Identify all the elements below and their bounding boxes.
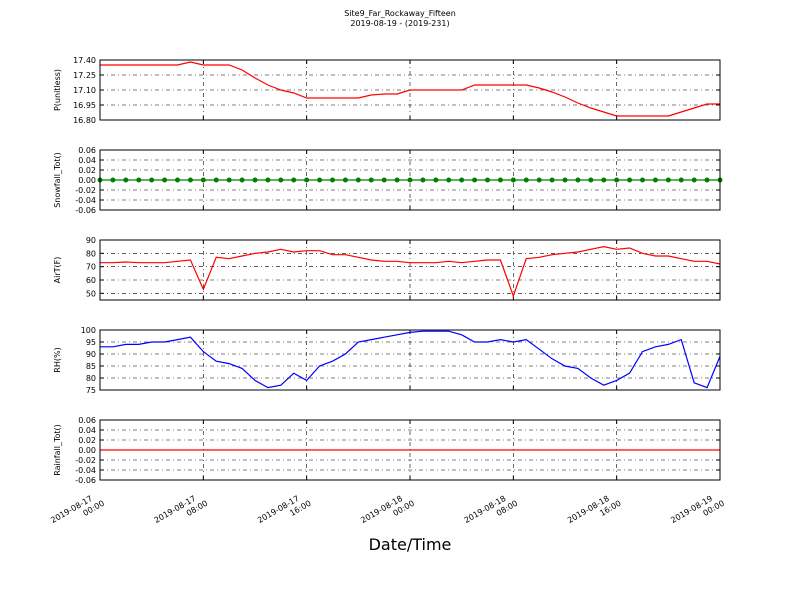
data-point — [265, 177, 271, 183]
data-point — [278, 177, 284, 183]
y-tick-label: 0.00 — [78, 446, 96, 455]
data-line — [100, 330, 721, 389]
y-tick-label: 95 — [86, 338, 96, 347]
y-tick-label: 17.10 — [73, 86, 96, 95]
data-point — [510, 177, 516, 183]
data-point — [691, 177, 697, 183]
data-point — [485, 177, 490, 183]
data-point — [317, 177, 323, 183]
data-point — [678, 177, 684, 183]
data-point — [252, 177, 258, 183]
y-tick-label: 80 — [86, 374, 96, 383]
data-point — [355, 177, 361, 183]
y-tick-label: 0.06 — [78, 146, 96, 155]
data-point — [226, 177, 232, 183]
data-point — [187, 177, 193, 183]
chart-subtitle: 2019-08-19 - (2019-231) — [350, 19, 449, 28]
data-point — [239, 177, 245, 183]
y-tick-label: 17.40 — [73, 56, 96, 65]
data-point — [459, 177, 465, 183]
y-axis-label: P(unitless) — [53, 69, 62, 111]
y-tick-label: 0.04 — [78, 426, 96, 435]
y-axis-label: Rainfall_Tot() — [53, 424, 62, 476]
y-tick-label: -0.02 — [75, 186, 96, 195]
y-axis-label: RH(%) — [53, 347, 62, 372]
chart-title: Site9_Far_Rockaway_Fifteen — [344, 9, 456, 18]
data-point — [394, 177, 400, 183]
data-point — [627, 177, 633, 183]
y-tick-label: 0.04 — [78, 156, 96, 165]
data-point — [536, 177, 542, 183]
y-tick-label: 60 — [86, 276, 96, 285]
x-axis-label: Date/Time — [369, 535, 452, 554]
y-tick-label: 75 — [86, 386, 96, 395]
y-tick-label: 0.02 — [78, 166, 96, 175]
data-point — [665, 177, 671, 183]
y-tick-label: 0.02 — [78, 436, 96, 445]
data-point — [304, 177, 310, 183]
y-tick-label: 50 — [86, 289, 96, 298]
data-point — [575, 177, 581, 183]
data-point — [652, 177, 658, 183]
y-tick-label: -0.04 — [75, 466, 96, 475]
data-point — [162, 177, 168, 183]
data-point — [472, 177, 478, 183]
data-point — [407, 177, 413, 183]
data-point — [614, 177, 620, 183]
y-tick-label: 0.06 — [78, 416, 96, 425]
y-tick-label: 100 — [81, 326, 96, 335]
data-point — [601, 177, 607, 183]
data-point — [330, 177, 335, 183]
plot-frame — [99, 149, 721, 211]
y-tick-label: 17.25 — [73, 71, 96, 80]
data-point — [549, 177, 555, 183]
data-line — [100, 246, 721, 298]
data-point — [342, 177, 348, 183]
y-axis-label: Snowfall_Tot() — [53, 152, 62, 208]
data-point — [381, 177, 387, 183]
y-axis-label: AirT(F) — [53, 257, 62, 284]
data-point — [704, 177, 710, 183]
data-point — [420, 177, 426, 183]
data-point — [562, 177, 568, 183]
data-point — [149, 177, 155, 183]
data-point — [200, 177, 206, 183]
data-point — [640, 177, 645, 183]
data-point — [497, 177, 503, 183]
data-point — [291, 177, 297, 183]
y-tick-label: 70 — [86, 263, 96, 272]
y-tick-label: 16.95 — [73, 101, 96, 110]
data-point — [446, 177, 452, 183]
data-point — [136, 177, 142, 183]
data-point — [588, 177, 594, 183]
plot-frame — [99, 329, 721, 391]
y-tick-label: -0.02 — [75, 456, 96, 465]
data-point — [213, 177, 219, 183]
y-tick-label: -0.06 — [75, 206, 96, 215]
y-tick-label: 16.80 — [73, 116, 96, 125]
plot-frame — [99, 419, 721, 481]
plot-frame — [99, 239, 721, 301]
y-tick-label: 90 — [86, 236, 96, 245]
data-point — [433, 177, 439, 183]
y-tick-label: 80 — [86, 249, 96, 258]
data-line — [100, 61, 720, 117]
data-point — [175, 177, 180, 183]
data-point — [110, 177, 116, 183]
y-tick-label: 90 — [86, 350, 96, 359]
y-tick-label: -0.04 — [75, 196, 96, 205]
plot-frame — [99, 59, 721, 121]
y-tick-label: -0.06 — [75, 476, 96, 485]
data-point — [523, 177, 529, 183]
data-point — [368, 177, 374, 183]
y-tick-label: 85 — [86, 362, 96, 371]
y-tick-label: 0.00 — [78, 176, 96, 185]
data-point — [123, 177, 129, 183]
